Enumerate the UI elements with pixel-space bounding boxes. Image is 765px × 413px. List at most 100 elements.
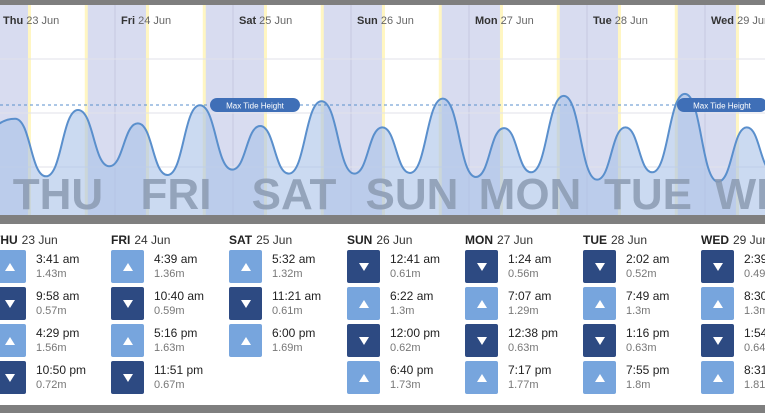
tide-time: 10:50 pm <box>36 363 87 377</box>
high-tide-button[interactable] <box>111 324 144 357</box>
tide-table: THU23 Jun 3:41 am 1.43m 9:58 am 0.57m 4:29 pm… <box>0 224 765 405</box>
low-tide-button[interactable] <box>0 361 26 394</box>
tide-time: 3:41 am <box>36 252 80 266</box>
low-tide-button[interactable] <box>465 250 498 283</box>
tide-time: 7:17 pm <box>508 363 552 377</box>
tide-entry: 9:58 am 0.57m <box>0 287 111 321</box>
high-tide-button[interactable] <box>701 287 734 320</box>
tide-height: 1.56m <box>36 342 67 354</box>
day-column: MON 27 Jun 1:24 am 0.56m 7:07 am 1.29m 12:38 p… <box>465 224 583 405</box>
tide-entry: 6:22 am 1.3m <box>347 287 465 321</box>
tide-height: 0.64m <box>744 342 765 354</box>
tide-height: 0.57m <box>36 305 67 317</box>
low-tide-button[interactable] <box>111 361 144 394</box>
tide-height: 0.61m <box>390 268 421 280</box>
low-tide-button[interactable] <box>111 287 144 320</box>
high-tide-button[interactable] <box>229 250 262 283</box>
tide-entry: 12:41 am 0.61m <box>347 250 465 284</box>
twilight-band <box>617 5 621 215</box>
low-tide-button[interactable] <box>347 250 380 283</box>
arrow-down-icon <box>594 262 605 271</box>
low-tide-button[interactable] <box>583 250 616 283</box>
tide-height: 0.67m <box>154 379 185 391</box>
arrow-up-icon <box>594 373 605 382</box>
tide-time: 10:40 am <box>154 289 205 303</box>
tide-entry: 11:51 pm 0.67m <box>111 361 229 395</box>
chart-day-label[interactable]: Sat 25 Jun <box>239 15 292 27</box>
high-tide-button[interactable] <box>465 287 498 320</box>
day-column: SAT 25 Jun 5:32 am 1.32m 11:21 am 0.61m 6:00 p… <box>229 224 347 405</box>
high-tide-button[interactable] <box>583 287 616 320</box>
max-tide-pill: Max Tide Height <box>210 98 300 112</box>
low-tide-button[interactable] <box>0 287 26 320</box>
chart-big-day-label: THU <box>13 170 103 215</box>
tide-height: 0.52m <box>626 268 657 280</box>
tide-entry: 4:29 pm 1.56m <box>0 324 111 358</box>
max-tide-pill: Max Tide Height <box>677 98 765 112</box>
day-column: SUN 26 Jun 12:41 am 0.61m 6:22 am 1.3m 12:00 p… <box>347 224 465 405</box>
chart-day-label[interactable]: Mon 27 Jun <box>475 15 534 27</box>
tide-time: 2:39 am <box>744 252 765 266</box>
tide-height: 0.63m <box>626 342 657 354</box>
low-tide-button[interactable] <box>465 324 498 357</box>
low-tide-button[interactable] <box>701 250 734 283</box>
max-tide-label: Max Tide Height <box>226 102 285 111</box>
low-tide-button[interactable] <box>347 324 380 357</box>
arrow-up-icon <box>122 262 133 271</box>
low-tide-button[interactable] <box>701 324 734 357</box>
chart-day-label[interactable]: Wed 29 Jun <box>711 15 765 27</box>
high-tide-button[interactable] <box>0 324 26 357</box>
chart-day-label[interactable]: Thu 23 Jun <box>3 15 59 27</box>
high-tide-button[interactable] <box>701 361 734 394</box>
tide-time: 4:39 am <box>154 252 198 266</box>
chart-day-label[interactable]: Tue 28 Jun <box>593 15 648 27</box>
tide-height: 0.59m <box>154 305 185 317</box>
tide-entry: 8:30 am 1.3m <box>701 287 765 321</box>
tide-chart-svg: Max Tide Height Max Tide Height Thu 23 Jun… <box>0 5 765 215</box>
arrow-up-icon <box>358 299 369 308</box>
twilight-band <box>84 5 88 215</box>
low-tide-button[interactable] <box>229 287 262 320</box>
arrow-down-icon <box>240 299 251 308</box>
high-tide-button[interactable] <box>229 324 262 357</box>
tide-area <box>0 93 765 215</box>
high-tide-button[interactable] <box>347 361 380 394</box>
tide-time: 5:16 pm <box>154 326 198 340</box>
tide-height: 0.62m <box>390 342 421 354</box>
arrow-down-icon <box>712 336 723 345</box>
arrow-up-icon <box>476 373 487 382</box>
tide-entry: 6:00 pm 1.69m <box>229 324 347 358</box>
high-tide-button[interactable] <box>347 287 380 320</box>
arrow-up-icon <box>358 373 369 382</box>
twilight-band <box>499 5 503 215</box>
arrow-up-icon <box>712 299 723 308</box>
tide-entry: 5:16 pm 1.63m <box>111 324 229 358</box>
tide-time: 6:22 am <box>390 289 434 303</box>
chart-day-label[interactable]: Fri 24 Jun <box>121 15 171 27</box>
low-tide-button[interactable] <box>583 324 616 357</box>
tide-entry: 5:32 am 1.32m <box>229 250 347 284</box>
arrow-down-icon <box>476 336 487 345</box>
tide-time: 12:41 am <box>390 252 441 266</box>
tide-height: 1.77m <box>508 379 539 391</box>
high-tide-button[interactable] <box>465 361 498 394</box>
arrow-down-icon <box>712 262 723 271</box>
tide-time: 8:30 am <box>744 289 765 303</box>
tide-entry: 7:55 pm 1.8m <box>583 361 701 395</box>
tide-entry: 6:40 pm 1.73m <box>347 361 465 395</box>
tide-entry: 4:39 am 1.36m <box>111 250 229 284</box>
high-tide-button[interactable] <box>583 361 616 394</box>
chart-day-label[interactable]: Sun 26 Jun <box>357 15 414 27</box>
arrow-down-icon <box>4 373 15 382</box>
tide-time: 9:58 am <box>36 289 80 303</box>
arrow-down-icon <box>358 262 369 271</box>
tide-time: 11:21 am <box>272 289 322 303</box>
high-tide-button[interactable] <box>111 250 144 283</box>
tide-entry: 2:02 am 0.52m <box>583 250 701 284</box>
tide-height: 1.3m <box>626 305 651 317</box>
tide-chart[interactable]: Max Tide Height Max Tide Height Thu 23 Jun… <box>0 5 765 215</box>
tide-height: 1.81m <box>744 379 765 391</box>
high-tide-button[interactable] <box>0 250 26 283</box>
